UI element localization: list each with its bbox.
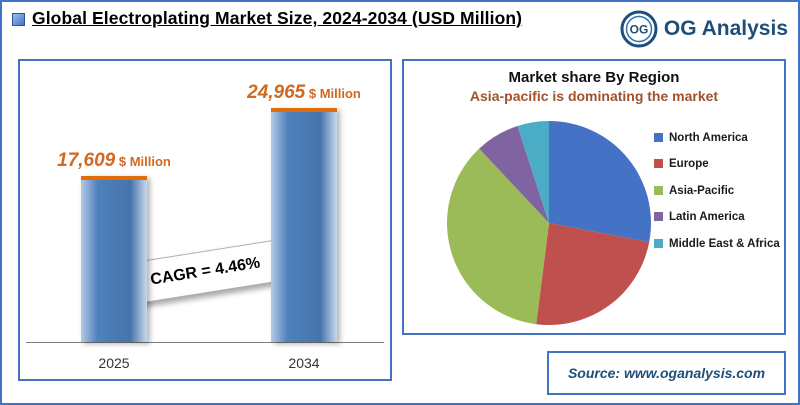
legend-label: Europe bbox=[669, 158, 709, 171]
legend-swatch bbox=[654, 133, 663, 142]
og-analysis-logo: OG OG Analysis bbox=[619, 9, 788, 49]
og-logo-icon: OG bbox=[620, 10, 658, 48]
pie-plot-area: North America Europe Asia-Pacific Latin Ame… bbox=[404, 111, 784, 333]
bar-value-label: 24,965 $ Million bbox=[247, 82, 361, 103]
legend-item-latin-america: Latin America bbox=[654, 210, 780, 224]
legend-item-middle-east-africa: Middle East & Africa bbox=[654, 237, 780, 251]
x-axis-line bbox=[26, 342, 384, 343]
pie-chart bbox=[447, 121, 651, 326]
legend-swatch bbox=[654, 185, 663, 195]
bar-chart-panel: CAGR = 4.46% 17,609 $ Million 2025 24,965 … bbox=[18, 59, 392, 381]
pie-slice-latin-america bbox=[479, 125, 549, 223]
pie-slice-asia-pacific bbox=[447, 148, 549, 325]
source-text: Source: www.oganalysis.com bbox=[567, 365, 766, 381]
page-title: Global Electroplating Market Size, 2024-… bbox=[32, 8, 523, 28]
legend-swatch bbox=[654, 159, 663, 169]
title-bullet-icon bbox=[12, 13, 25, 26]
bar-value-label: 17,609 $ Million bbox=[57, 150, 171, 171]
header: Global Electroplating Market Size, 2024-… bbox=[12, 7, 552, 31]
pie-slice-north-america bbox=[549, 121, 651, 243]
og-logo-text: OG Analysis bbox=[663, 17, 788, 40]
pie-chart-title: Market share By Region bbox=[508, 69, 680, 86]
pie-chart-subtitle: Asia-pacific is dominating the market bbox=[469, 88, 719, 104]
legend-label: North America bbox=[669, 132, 748, 144]
pie-legend: North America Europe Asia-Pacific Latin Ame… bbox=[654, 131, 780, 251]
x-tick-label: 2025 bbox=[98, 355, 130, 371]
bar-2025: 17,609 $ Million bbox=[34, 150, 194, 342]
pie-slice-middle-east-africa bbox=[517, 121, 549, 223]
source-box: Source: www.oganalysis.com bbox=[547, 351, 786, 395]
legend-swatch bbox=[654, 238, 663, 248]
bar-2034: 24,965 $ Million bbox=[224, 82, 384, 342]
og-logo-monogram: OG bbox=[630, 23, 649, 37]
pie-chart-panel: Market share By Region Asia-pacific is d… bbox=[402, 59, 786, 335]
legend-swatch bbox=[654, 212, 663, 222]
legend-label: Asia-Pacific bbox=[669, 184, 735, 197]
legend-label: Middle East & Africa bbox=[669, 237, 780, 250]
pie-slice-europe bbox=[536, 223, 650, 326]
legend-item-europe: Europe bbox=[654, 157, 780, 171]
bar-rect bbox=[81, 176, 147, 342]
bar-rect bbox=[271, 108, 337, 342]
legend-item-north-america: North America bbox=[654, 131, 780, 145]
legend-label: Latin America bbox=[669, 211, 745, 224]
legend-item-asia-pacific: Asia-Pacific bbox=[654, 184, 780, 198]
x-tick-label: 2034 bbox=[288, 355, 320, 371]
